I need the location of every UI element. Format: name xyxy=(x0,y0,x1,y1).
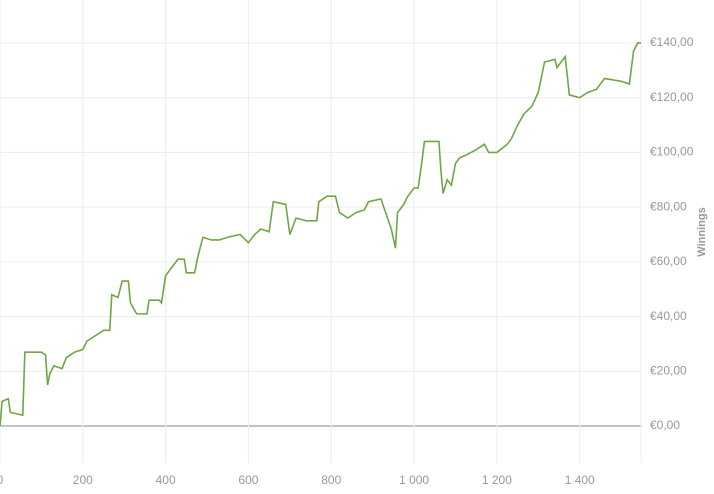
x-tick-label: 1 200 xyxy=(482,473,512,487)
y-tick-label: €140,00 xyxy=(650,35,694,49)
x-tick-label: 400 xyxy=(156,473,176,487)
y-axis-title: Winnings xyxy=(696,207,708,256)
x-tick-label: 1 000 xyxy=(399,473,429,487)
y-tick-label: €40,00 xyxy=(650,309,687,323)
y-tick-label: €60,00 xyxy=(650,254,687,268)
x-tick-label: 200 xyxy=(73,473,93,487)
x-tick-label: 1 400 xyxy=(565,473,595,487)
x-tick-label: 800 xyxy=(321,473,341,487)
y-tick-label: €20,00 xyxy=(650,364,687,378)
y-tick-label: €0,00 xyxy=(650,418,680,432)
x-tick-label: 0 xyxy=(0,473,4,487)
line-series xyxy=(0,42,641,427)
x-tick-label: 600 xyxy=(238,473,258,487)
y-tick-label: €120,00 xyxy=(650,90,694,104)
y-tick-label: €80,00 xyxy=(650,199,687,213)
y-tick-label: €100,00 xyxy=(650,145,694,159)
